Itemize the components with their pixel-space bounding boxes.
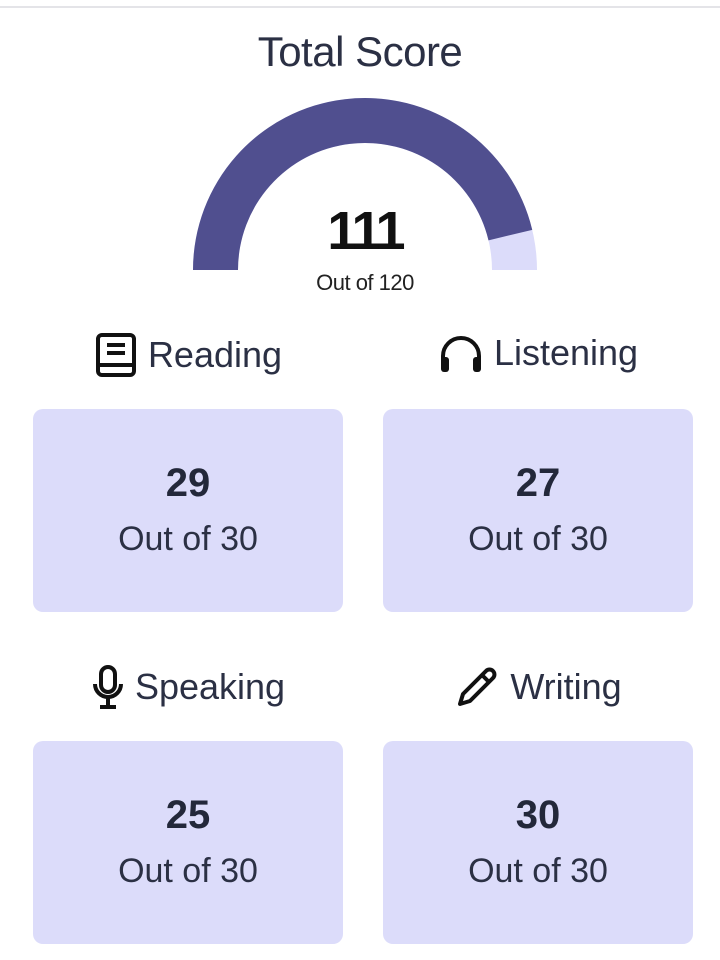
pencil-icon bbox=[458, 667, 497, 706]
listening-score-card: 27 Out of 30 bbox=[383, 409, 693, 612]
reading-label: Reading bbox=[13, 332, 363, 378]
total-score-max: Out of 120 bbox=[316, 270, 414, 295]
section-max: Out of 30 bbox=[118, 852, 258, 890]
section-score: 30 bbox=[515, 793, 561, 837]
section-label: Writing bbox=[510, 666, 622, 707]
section-label: Listening bbox=[493, 332, 639, 373]
writing-label: Writing bbox=[363, 664, 713, 710]
microphone-icon bbox=[92, 665, 123, 709]
section-score: 27 bbox=[515, 461, 561, 505]
listening-label: Listening bbox=[363, 332, 713, 374]
total-score-title: Total Score bbox=[257, 28, 463, 75]
section-score: 29 bbox=[165, 461, 211, 505]
speaking-score-card: 25 Out of 30 bbox=[33, 741, 343, 944]
speaking-label: Speaking bbox=[13, 664, 363, 710]
gauge-fill bbox=[193, 97, 533, 270]
section-label: Speaking bbox=[134, 666, 286, 707]
book-icon bbox=[95, 333, 136, 377]
writing-score-card: 30 Out of 30 bbox=[383, 741, 693, 944]
top-divider bbox=[0, 6, 720, 8]
section-max: Out of 30 bbox=[468, 852, 608, 890]
total-score-gauge bbox=[193, 97, 537, 270]
total-score-value: 111 bbox=[327, 201, 405, 261]
section-score: 25 bbox=[165, 793, 211, 837]
section-label: Reading bbox=[147, 334, 283, 375]
section-max: Out of 30 bbox=[118, 520, 258, 558]
section-max: Out of 30 bbox=[468, 520, 608, 558]
headphones-icon bbox=[440, 336, 481, 372]
reading-score-card: 29 Out of 30 bbox=[33, 409, 343, 612]
